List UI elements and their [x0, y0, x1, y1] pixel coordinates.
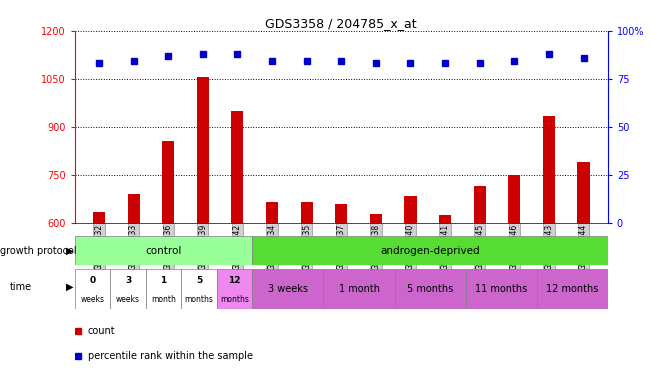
Text: 1 month: 1 month	[339, 284, 380, 294]
Text: 12: 12	[228, 276, 241, 285]
Bar	[404, 195, 417, 223]
Bar	[324, 269, 395, 309]
Bar	[537, 269, 608, 309]
Text: ▶: ▶	[66, 245, 74, 256]
Text: 12 months: 12 months	[546, 284, 599, 294]
Bar	[75, 236, 252, 265]
Text: weeks: weeks	[81, 295, 105, 303]
Bar	[252, 269, 324, 309]
Text: 5 months: 5 months	[407, 284, 453, 294]
Bar	[300, 202, 313, 223]
Bar	[231, 111, 244, 223]
Text: 0: 0	[90, 276, 96, 285]
Text: 3: 3	[125, 276, 131, 285]
Title: GDS3358 / 204785_x_at: GDS3358 / 204785_x_at	[265, 17, 417, 30]
Text: control: control	[146, 245, 182, 256]
Bar	[93, 212, 105, 223]
Bar	[252, 236, 608, 265]
Bar	[181, 269, 217, 309]
Text: growth protocol: growth protocol	[0, 245, 77, 256]
Bar	[370, 214, 382, 223]
Text: 11 months: 11 months	[475, 284, 527, 294]
Bar	[508, 175, 521, 223]
Bar	[162, 141, 174, 223]
Bar	[395, 269, 465, 309]
Text: count: count	[88, 326, 115, 336]
Bar	[335, 204, 347, 223]
Text: month: month	[151, 295, 176, 303]
Bar	[266, 202, 278, 223]
Bar	[197, 77, 209, 223]
Text: months: months	[220, 295, 249, 303]
Text: androgen-deprived: androgen-deprived	[380, 245, 480, 256]
Text: months: months	[185, 295, 214, 303]
Bar	[577, 162, 590, 223]
Text: weeks: weeks	[116, 295, 140, 303]
Text: 1: 1	[161, 276, 166, 285]
Bar	[217, 269, 252, 309]
Bar	[465, 269, 537, 309]
Bar	[127, 194, 140, 223]
Text: percentile rank within the sample: percentile rank within the sample	[88, 351, 253, 361]
Text: 5: 5	[196, 276, 202, 285]
Bar	[111, 269, 146, 309]
Bar	[146, 269, 181, 309]
Text: ▶: ▶	[66, 282, 74, 292]
Text: 3 weeks: 3 weeks	[268, 284, 308, 294]
Bar	[439, 215, 451, 223]
Bar	[474, 186, 486, 223]
Bar	[543, 116, 555, 223]
Text: time: time	[10, 282, 32, 292]
Bar	[75, 269, 110, 309]
